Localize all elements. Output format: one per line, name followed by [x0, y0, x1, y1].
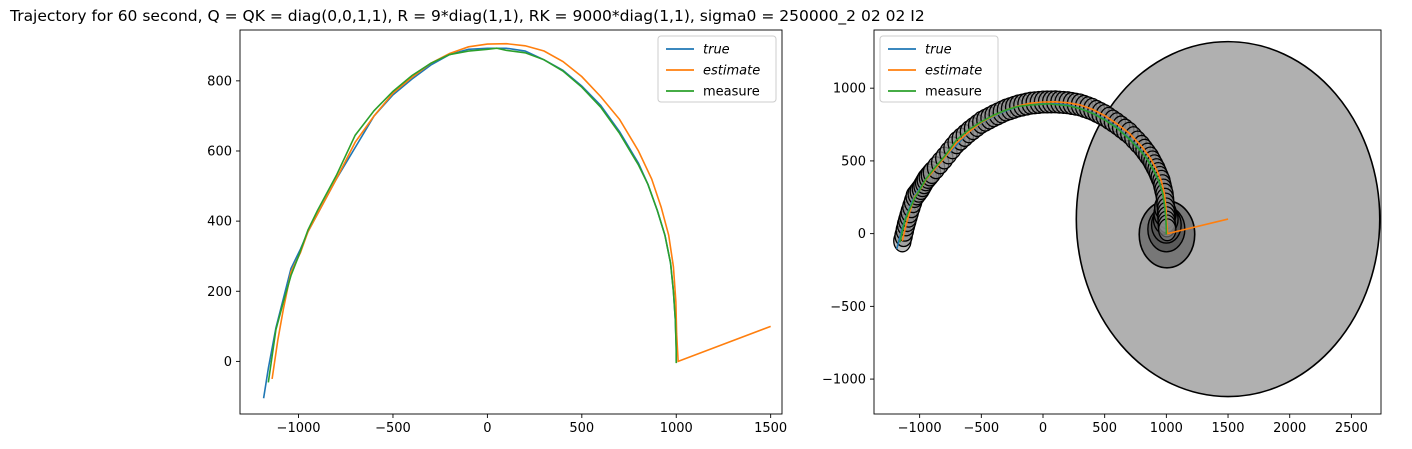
- legend: true estimate measure: [657, 35, 777, 103]
- x-tick-label: 1500: [754, 421, 787, 436]
- y-tick-label: 400: [207, 215, 232, 230]
- x-tick-label: 2500: [1335, 421, 1368, 436]
- x-tick-label: −1000: [898, 421, 942, 436]
- series-line-true: [262, 47, 678, 399]
- x-tick-label: −1000: [277, 421, 321, 436]
- x-tick-label: −500: [963, 421, 999, 436]
- y-tick-label: 600: [207, 144, 232, 159]
- x-tick-label: 2000: [1273, 421, 1306, 436]
- legend-label-estimate: estimate: [703, 64, 760, 79]
- series-line-estimate: [271, 42, 771, 380]
- y-tick-label: 0: [858, 227, 866, 242]
- y-tick-label: −500: [830, 300, 866, 315]
- axes-frame: [873, 29, 1382, 415]
- series-line-measure: [267, 47, 678, 383]
- y-tick-label: 200: [207, 285, 232, 300]
- x-tick-label: 500: [569, 421, 594, 436]
- axes-1: −1000 −500 0 500 1000 1500 0 200 400 600 800 true es…: [207, 29, 787, 436]
- legend: true estimate measure: [879, 35, 999, 103]
- y-tick-label: 0: [224, 355, 232, 370]
- legend-label-true: true: [703, 43, 730, 58]
- x-tick-label: 500: [1092, 421, 1117, 436]
- legend-label-true: true: [925, 43, 952, 58]
- axes-frame: [239, 29, 783, 415]
- x-tick-label: 1500: [1211, 421, 1244, 436]
- legend-label-measure: measure: [925, 85, 982, 100]
- plot-area: [262, 42, 771, 399]
- x-tick-label: −500: [375, 421, 411, 436]
- axes-2: −1000 −500 0 500 1000 1500 2000 2500 −1000 −500 0 5…: [822, 29, 1382, 436]
- series-line-measure: [899, 102, 1168, 243]
- y-tick-label: 800: [207, 74, 232, 89]
- plot-area: [893, 40, 1381, 398]
- legend-box: [879, 35, 999, 103]
- y-tick-label: 500: [841, 154, 866, 169]
- x-tick-label: 1000: [660, 421, 693, 436]
- figure-title: Trajectory for 60 second, Q = QK = diag(…: [10, 7, 925, 25]
- x-tick-label: 0: [1039, 421, 1047, 436]
- legend-label-measure: measure: [703, 85, 760, 100]
- x-tick-label: 1000: [1150, 421, 1183, 436]
- y-tick-label: 1000: [833, 82, 866, 97]
- legend-box: [657, 35, 777, 103]
- legend-label-estimate: estimate: [925, 64, 982, 79]
- y-tick-label: −1000: [822, 373, 866, 388]
- x-tick-label: 0: [483, 421, 491, 436]
